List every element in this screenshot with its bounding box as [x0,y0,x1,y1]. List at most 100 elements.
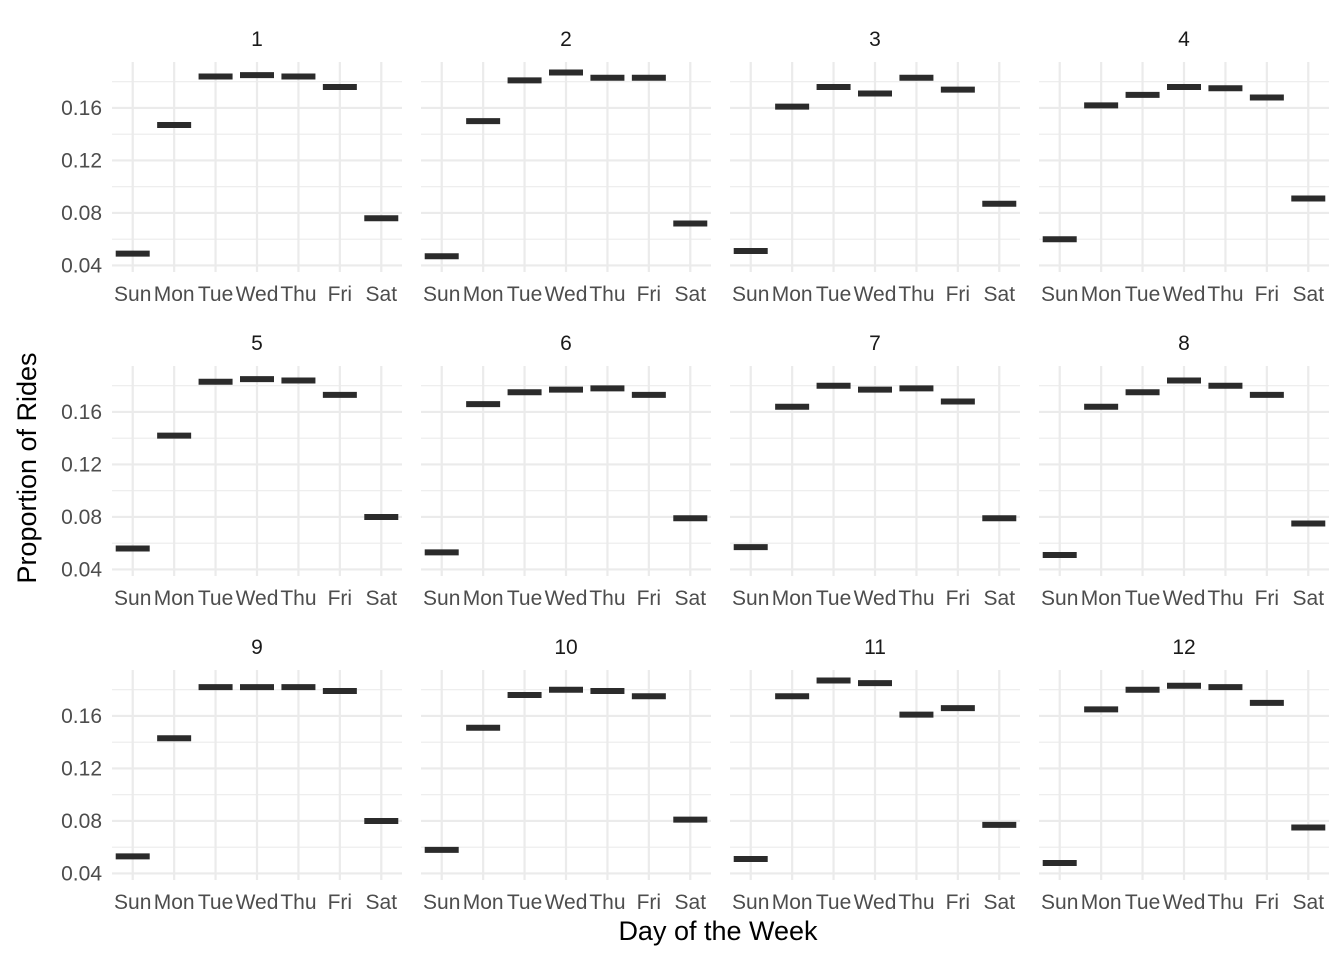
facet-panel-12: 12 Sun Mon Tue Wed Thu Fri Sat [1039,636,1329,914]
x-tick-label: Sun [114,587,151,610]
x-tick-label: Sun [1041,891,1078,914]
x-tick-label: Wed [236,891,279,914]
x-tick-label: Mon [1081,891,1122,914]
x-tick-label: Wed [236,283,279,306]
x-tick-label: Sat [984,891,1016,914]
x-tick-label: Fri [637,891,662,914]
x-tick-label: Sat [366,587,398,610]
y-tick-label: 0.16 [61,401,102,424]
x-tick-label: Sun [732,283,769,306]
x-tick-label: Sat [984,587,1016,610]
y-tick-label: 0.16 [61,705,102,728]
x-tick-label: Wed [1163,587,1206,610]
x-tick-label: Tue [816,891,851,914]
y-tick-label: 0.08 [61,506,102,529]
facet-panel-10: 10 Sun Mon Tue Wed Thu Fri Sat [421,636,711,914]
facet-label: 11 [864,636,886,659]
facet-label: 10 [554,636,577,659]
x-tick-label: Wed [1163,283,1206,306]
facet-label: 5 [251,332,263,355]
x-tick-label: Thu [1207,587,1243,610]
facet-panel-5: 5 0.04 0.08 0.12 0.16 Sun Mon Tue Wed Thu Fri Sat [61,332,402,610]
x-tick-label: Sun [423,891,460,914]
x-tick-label: Tue [1125,587,1160,610]
x-tick-label: Sat [366,891,398,914]
x-tick-label: Fri [946,891,971,914]
x-tick-label: Mon [772,587,813,610]
x-tick-label: Wed [545,891,588,914]
facet-label: 12 [1172,636,1195,659]
x-tick-label: Sat [366,283,398,306]
x-tick-label: Fri [946,587,971,610]
facet-panel-1: 1 0.04 0.08 0.12 0.16 Sun Mon Tue Wed Thu Fri Sat [61,28,402,306]
x-tick-label: Tue [816,587,851,610]
facet-label: 6 [560,332,572,355]
y-tick-label: 0.08 [61,810,102,833]
x-tick-label: Mon [772,283,813,306]
x-tick-label: Mon [1081,587,1122,610]
x-tick-label: Sat [1293,891,1325,914]
x-tick-label: Mon [1081,283,1122,306]
x-tick-label: Thu [280,283,316,306]
x-tick-label: Fri [328,283,353,306]
x-tick-label: Sun [423,587,460,610]
x-tick-label: Sun [423,283,460,306]
facet-panel-11: 11 Sun Mon Tue Wed Thu Fri Sat [730,636,1020,914]
x-tick-label: Wed [236,587,279,610]
x-tick-label: Fri [637,587,662,610]
x-tick-label: Tue [198,891,233,914]
x-tick-label: Sun [732,587,769,610]
x-tick-label: Thu [1207,283,1243,306]
y-tick-label: 0.08 [61,202,102,225]
x-tick-label: Sat [675,283,707,306]
x-tick-label: Sat [1293,283,1325,306]
x-tick-label: Tue [507,283,542,306]
x-axis-title: Day of the Week [618,916,818,946]
x-tick-label: Fri [328,587,353,610]
x-tick-label: Wed [545,587,588,610]
x-tick-label: Thu [898,891,934,914]
x-tick-label: Fri [946,283,971,306]
facet-panel-8: 8 Sun Mon Tue Wed Thu Fri Sat [1039,332,1329,610]
x-tick-label: Thu [589,891,625,914]
facet-label: 4 [1178,28,1190,51]
y-tick-label: 0.04 [61,862,102,885]
x-tick-label: Sat [984,283,1016,306]
x-tick-label: Mon [154,891,195,914]
x-tick-label: Tue [1125,891,1160,914]
x-tick-label: Tue [507,891,542,914]
facet-panel-6: 6 Sun Mon Tue Wed Thu Fri Sat [421,332,711,610]
x-tick-label: Fri [1255,891,1280,914]
x-tick-label: Sun [1041,587,1078,610]
x-tick-label: Wed [854,283,897,306]
x-tick-label: Mon [772,891,813,914]
x-tick-label: Tue [1125,283,1160,306]
x-tick-label: Sat [675,891,707,914]
y-tick-label: 0.12 [61,149,102,172]
facet-label: 3 [869,28,881,51]
x-tick-label: Sat [1293,587,1325,610]
x-tick-label: Wed [854,891,897,914]
facet-label: 9 [251,636,263,659]
x-tick-label: Thu [280,587,316,610]
facet-panel-4: 4 Sun Mon Tue Wed Thu Fri Sat [1039,28,1329,306]
facet-label: 8 [1178,332,1190,355]
x-tick-label: Sun [732,891,769,914]
x-tick-label: Thu [589,283,625,306]
x-tick-label: Sun [114,891,151,914]
x-tick-label: Thu [898,587,934,610]
facet-label: 2 [560,28,572,51]
x-tick-label: Mon [463,891,504,914]
x-tick-label: Thu [1207,891,1243,914]
x-tick-label: Fri [328,891,353,914]
x-tick-label: Fri [1255,283,1280,306]
x-tick-label: Tue [198,587,233,610]
x-tick-label: Wed [854,587,897,610]
x-tick-label: Wed [545,283,588,306]
x-tick-label: Mon [463,283,504,306]
x-tick-label: Thu [280,891,316,914]
facet-panel-3: 3 Sun Mon Tue Wed Thu Fri Sat [730,28,1020,306]
y-tick-label: 0.12 [61,757,102,780]
